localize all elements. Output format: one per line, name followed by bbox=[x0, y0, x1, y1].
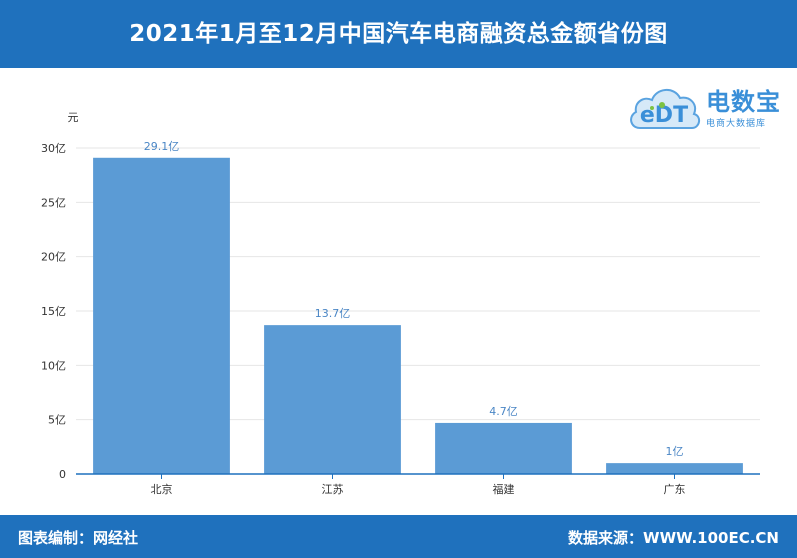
bar bbox=[606, 463, 743, 474]
logo-subtitle: 电商大数据库 bbox=[706, 119, 767, 129]
logo-name: 电数宝 bbox=[706, 88, 781, 116]
footer-data-source: 数据来源：WWW.100EC.CN bbox=[568, 529, 779, 547]
y-tick-label: 20亿 bbox=[41, 251, 66, 264]
logo: eDT 电数宝 电商大数据库 bbox=[626, 72, 792, 136]
y-axis-label: 元 bbox=[68, 111, 79, 124]
data-label: 13.7亿 bbox=[315, 307, 351, 320]
chart-title: 2021年1月至12月中国汽车电商融资总金额省份图 bbox=[129, 21, 668, 47]
x-tick-label: 江苏 bbox=[322, 483, 344, 496]
y-tick-label: 5亿 bbox=[48, 414, 66, 427]
x-tick-label: 广东 bbox=[664, 483, 686, 496]
footer-bar: 图表编制：网经社 数据来源：WWW.100EC.CN bbox=[0, 515, 797, 558]
y-tick-label: 0 bbox=[59, 468, 66, 481]
bar bbox=[435, 422, 572, 474]
bar bbox=[264, 325, 401, 474]
y-tick-label: 15亿 bbox=[41, 305, 66, 318]
y-tick-label: 25亿 bbox=[41, 196, 66, 209]
header-bar: 2021年1月至12月中国汽车电商融资总金额省份图 bbox=[0, 0, 797, 68]
data-label: 1亿 bbox=[666, 445, 684, 458]
x-tick-label: 福建 bbox=[493, 482, 515, 496]
footer-source-compiler: 图表编制：网经社 bbox=[18, 529, 139, 547]
x-tick-label: 北京 bbox=[151, 482, 173, 496]
y-tick-label: 30亿 bbox=[41, 142, 66, 155]
bar bbox=[93, 157, 230, 474]
y-tick-label: 10亿 bbox=[41, 359, 66, 372]
data-label: 29.1亿 bbox=[144, 140, 180, 153]
cloud-logo-icon: eDT bbox=[630, 89, 700, 129]
data-label: 4.7亿 bbox=[489, 405, 518, 418]
